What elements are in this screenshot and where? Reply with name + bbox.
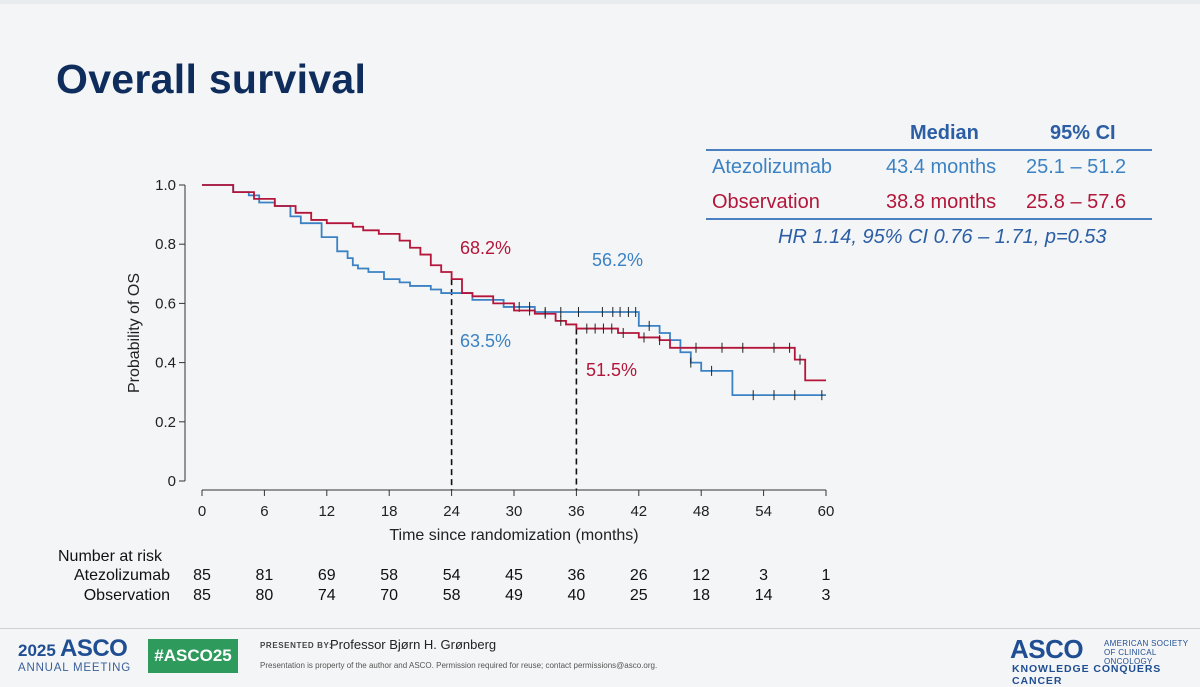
x-tick-label: 6 (260, 503, 268, 520)
y-tick-label: 0 (168, 473, 176, 490)
y-tick-label: 0.8 (155, 236, 176, 253)
risk-count: 14 (754, 587, 773, 604)
ci-header: 95% CI (1050, 122, 1116, 144)
risk-row-label: Observation (83, 587, 170, 604)
risk-count: 85 (193, 587, 211, 604)
km-curve-atezolizumab (202, 184, 826, 397)
copyright-notice: Presentation is property of the author a… (260, 661, 658, 670)
ci-value: 25.8 – 57.6 (1026, 191, 1127, 213)
presented-by-label: PRESENTED BY: (260, 641, 333, 650)
x-tick-label: 12 (318, 503, 335, 520)
risk-count: 36 (567, 567, 586, 584)
risk-count: 1 (821, 567, 831, 584)
meeting-year: 2025 (18, 641, 56, 660)
km-chart: 0 0.2 0.4 0.6 0.8 1.0 0 6 12 18 24 30 36 42 48 54 60 Time… (126, 177, 835, 544)
hazard-ratio: HR 1.14, 95% CI 0.76 – 1.71, p=0.53 (778, 226, 1107, 248)
km-curve-observation (202, 184, 826, 382)
risk-count: 81 (255, 567, 274, 584)
asco-logo: ASCO (60, 635, 128, 662)
risk-count: 58 (442, 587, 461, 604)
median-header: Median (910, 122, 979, 144)
society-name: AMERICAN SOCIETY OF CLINICAL ONCOLOGY (1104, 639, 1189, 666)
risk-count: 45 (505, 567, 523, 584)
x-tick-label: 48 (693, 503, 710, 520)
y-tick-label: 1.0 (155, 177, 176, 194)
milestone-label: 63.5% (460, 331, 511, 351)
annual-meeting-label: ANNUAL MEETING (18, 662, 132, 674)
top-divider (0, 0, 1200, 4)
risk-count: 85 (193, 567, 211, 584)
risk-count: 70 (380, 587, 399, 604)
risk-count: 58 (380, 567, 399, 584)
milestone-label: 68.2% (460, 238, 511, 258)
risk-count: 25 (629, 587, 648, 604)
milestone-label: 56.2% (592, 250, 643, 270)
risk-count: 3 (759, 567, 769, 584)
risk-count: 54 (442, 567, 461, 584)
risk-count: 69 (317, 567, 336, 584)
table-rule-bottom (706, 218, 1152, 220)
risk-count: 49 (505, 587, 523, 604)
page-title: Overall survival (56, 56, 367, 102)
table-rule-top (706, 149, 1152, 151)
x-tick-label: 36 (568, 503, 585, 520)
risk-table-title: Number at risk (58, 548, 163, 565)
y-tick-label: 0.4 (155, 355, 176, 372)
risk-count: 18 (692, 587, 711, 604)
milestone-label: 51.5% (586, 360, 637, 380)
risk-count: 74 (317, 587, 336, 604)
risk-count: 12 (692, 567, 711, 584)
x-tick-label: 24 (443, 503, 460, 520)
risk-count: 26 (629, 567, 648, 584)
footer: 2025 ASCO ANNUAL MEETING #ASCO25 PRESENT… (0, 628, 1200, 687)
ci-value: 25.1 – 51.2 (1026, 156, 1127, 178)
risk-count: 80 (255, 587, 274, 604)
presenter-name: Professor Bjørn H. Grønberg (330, 637, 497, 652)
risk-count: 3 (821, 587, 831, 604)
y-tick-label: 0.6 (155, 295, 176, 312)
y-axis-label: Probability of OS (126, 273, 143, 393)
y-tick-label: 0.2 (155, 414, 176, 431)
x-tick-label: 54 (755, 503, 772, 520)
x-tick-label: 30 (506, 503, 523, 520)
asco-logo-right: ASCO (1010, 634, 1084, 664)
x-tick-label: 0 (198, 503, 206, 520)
arm-name: Atezolizumab (712, 156, 833, 178)
x-tick-label: 18 (381, 503, 398, 520)
median-value: 38.8 months (886, 191, 997, 213)
x-tick-label: 60 (818, 503, 835, 520)
x-tick-label: 42 (630, 503, 647, 520)
hashtag-badge: #ASCO25 (148, 639, 238, 673)
risk-count: 40 (567, 587, 586, 604)
tagline: KNOWLEDGE CONQUERS CANCER (1012, 663, 1162, 687)
risk-row-label: Atezolizumab (73, 567, 170, 584)
arm-name: Observation (712, 191, 820, 213)
median-value: 43.4 months (886, 156, 997, 178)
x-axis-label: Time since randomization (months) (389, 527, 638, 544)
